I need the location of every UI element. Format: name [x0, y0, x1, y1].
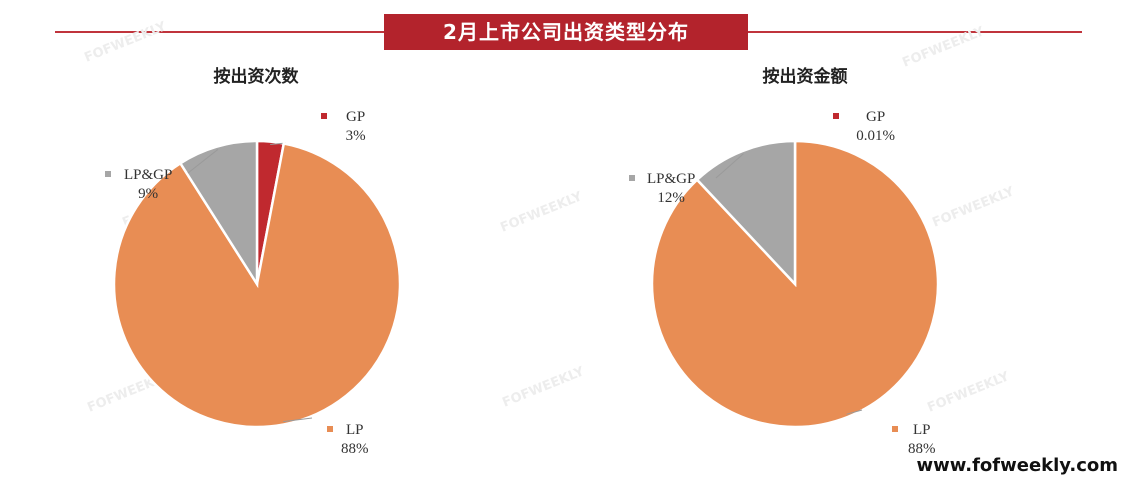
slice-value-label: 88% — [341, 441, 369, 457]
pie-slice-lp — [650, 139, 940, 429]
slice-value-label: 3% — [346, 128, 366, 144]
pie-slice-lp-gp — [695, 139, 797, 288]
page-title: 2月上市公司出资类型分布 — [384, 14, 748, 50]
slice-label: LP&GP — [647, 171, 695, 187]
pie-slice-lp-gp — [178, 139, 259, 289]
leader-line — [187, 149, 219, 174]
slice-value-label: 9% — [138, 186, 158, 202]
legend-marker — [327, 426, 333, 432]
leader-line — [715, 153, 744, 179]
slice-label: LP&GP — [124, 167, 172, 183]
slice-value-label: 12% — [657, 190, 685, 206]
slice-label: LP — [346, 422, 364, 438]
legend-marker — [105, 171, 111, 177]
slice-value-label: 0.01% — [856, 128, 895, 144]
chart-title-left: 按出资次数 — [213, 67, 299, 87]
chart-title-right: 按出资金额 — [762, 67, 848, 87]
leader-line — [846, 409, 863, 415]
legend-marker — [629, 175, 635, 181]
legend-marker — [321, 113, 327, 119]
legend-marker — [833, 113, 839, 119]
footer-url: www.fofweekly.com — [916, 455, 1119, 476]
leader-line — [283, 417, 313, 423]
slice-label: LP — [913, 422, 931, 438]
legend-marker — [892, 426, 898, 432]
slice-label: GP — [866, 109, 885, 125]
slice-value-label: 88% — [908, 441, 936, 457]
slice-label: GP — [346, 109, 365, 125]
